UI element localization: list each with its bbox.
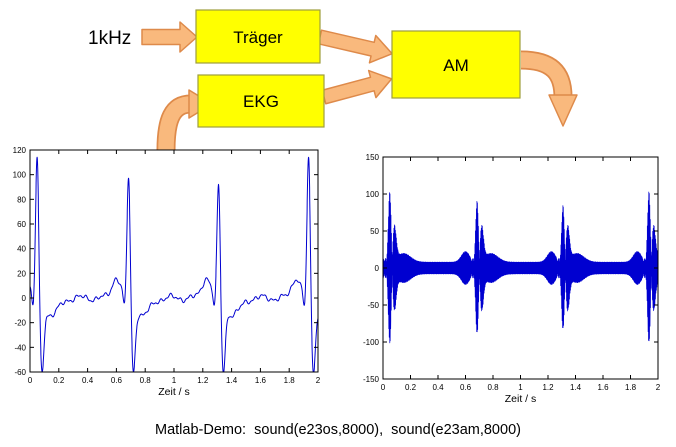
y-tick-label: -40 [14, 343, 26, 352]
am-chart-svg: 0 0.2 0.4 0.6 0.8 1 1.2 1.4 1.6 1.8 2 -150 -100 -50 0 5… [363, 153, 661, 405]
y-tick-label: 100 [13, 171, 27, 180]
am-signal-line [382, 191, 659, 344]
matlab-demo-caption: Matlab-Demo: sound(e23os,8000), sound(e2… [155, 422, 521, 438]
arrow-1khz-to-traeger [141, 21, 198, 53]
y-tick-label: -50 [367, 301, 379, 310]
x-tick-label: 0.6 [111, 376, 123, 385]
block-diagram: 1kHz Träger EKG AM [88, 9, 578, 151]
x-tick-label: 2 [316, 376, 321, 385]
x-tick-label: 0.8 [487, 383, 499, 392]
ekg-block [197, 74, 325, 128]
y-tick-label: 50 [370, 227, 379, 236]
y-tick-label: 20 [17, 269, 26, 278]
x-tick-label: 0.2 [53, 376, 65, 385]
x-tick-label: 0.4 [432, 383, 444, 392]
axes-box [29, 149, 319, 373]
traeger-block [195, 9, 321, 64]
x-tick-label: 1.6 [255, 376, 267, 385]
y-tick-label: 40 [17, 245, 26, 254]
x-tick-label: 1.4 [226, 376, 238, 385]
y-tick-label: -150 [363, 375, 380, 384]
y-tick-label: 0 [22, 294, 27, 303]
y-tick-label: -20 [14, 319, 26, 328]
am-label: AM [443, 56, 469, 75]
y-tick-label: 80 [17, 195, 26, 204]
am-plot: 0 0.2 0.4 0.6 0.8 1 1.2 1.4 1.6 1.8 2 -150 -100 -50 0 5… [348, 147, 676, 409]
x-tick-label: 0.6 [460, 383, 472, 392]
ekg-signal-line [29, 156, 319, 373]
x-tick-label: 1 [518, 383, 523, 392]
x-tick-label: 0.8 [140, 376, 152, 385]
arrow-am-output [520, 50, 578, 127]
x-tick-label: 1.8 [284, 376, 296, 385]
traeger-label: Träger [233, 28, 283, 47]
y-tick-label: -60 [14, 368, 26, 377]
arrow-traeger-to-am [317, 29, 393, 64]
x-tick-label: 1.6 [597, 383, 609, 392]
x-tick-label: 1 [172, 376, 177, 385]
x-tick-label: 2 [656, 383, 661, 392]
y-tick-label: 100 [366, 190, 380, 199]
y-tick-label: 0 [375, 264, 380, 273]
y-tick-label: -100 [363, 338, 380, 347]
x-tick-label: 0.2 [405, 383, 417, 392]
x-tick-label: 1.8 [625, 383, 637, 392]
y-tick-label: 150 [366, 153, 380, 162]
x-axis-label: Zeit / s [505, 393, 537, 405]
x-tick-label: 1.2 [197, 376, 209, 385]
y-tick-label: 60 [17, 220, 26, 229]
ekg-label: EKG [243, 92, 279, 111]
x-tick-label: 1.2 [542, 383, 554, 392]
x-tick-label: 0 [28, 376, 33, 385]
ekg-chart-svg: 0 0.2 0.4 0.6 0.8 1 1.2 1.4 1.6 1.8 2 -60 -40 -20 0 20 4… [13, 146, 321, 398]
arrow-ekg-to-am [321, 69, 393, 105]
y-tick-label: 120 [13, 146, 27, 155]
ekg-plot: 0 0.2 0.4 0.6 0.8 1 1.2 1.4 1.6 1.8 2 -60 -40 -20 0 20 4… [0, 140, 340, 402]
x-tick-label: 0 [381, 383, 386, 392]
am-block [391, 30, 521, 99]
x-tick-label: 0.4 [82, 376, 94, 385]
x-axis-label: Zeit / s [158, 386, 190, 398]
input-frequency-label: 1kHz [88, 28, 131, 49]
x-tick-label: 1.4 [570, 383, 582, 392]
